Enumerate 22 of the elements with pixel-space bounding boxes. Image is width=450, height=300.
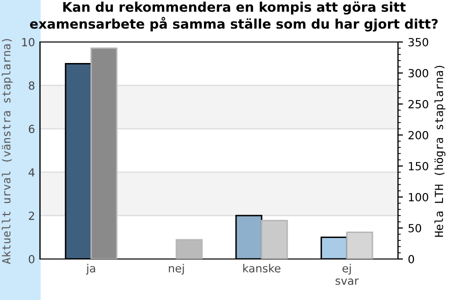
bar [176,239,203,259]
x-tick-label: ja [86,264,96,275]
chart-title: Kan du rekommendera en kompis att göra sitt examensarbete på samma ställe som du har gjort ditt? [30,2,438,32]
y2-axis-title: Hela LTH (högra staplarna) [434,66,446,237]
y2-tick-label: 350 [408,38,428,46]
x-tick-label: kanske [243,264,280,272]
y2-tick-label: 0 [408,254,414,264]
y-tick-label: 4 [28,168,35,176]
y2-tick-label: 50 [408,224,422,232]
y2-tick-label: 300 [408,68,428,78]
y-tick-label: 8 [28,81,34,90]
y-tick-label: 2 [28,212,34,220]
x-tick-label: nej [168,264,184,275]
y-tick-label: 6 [28,124,34,134]
x-tick-label: ej svar [336,264,359,285]
y-axis-title: Aktuellt urval (vänstra staplarna) [2,39,13,264]
y2-tick-label: 150 [408,162,428,170]
y2-tick-label: 200 [408,130,428,140]
y-tick-label: 0 [28,254,34,264]
y2-tick-label: 100 [408,192,428,202]
y2-tick-label: 250 [408,100,428,108]
y-tick-label: 10 [22,38,34,46]
